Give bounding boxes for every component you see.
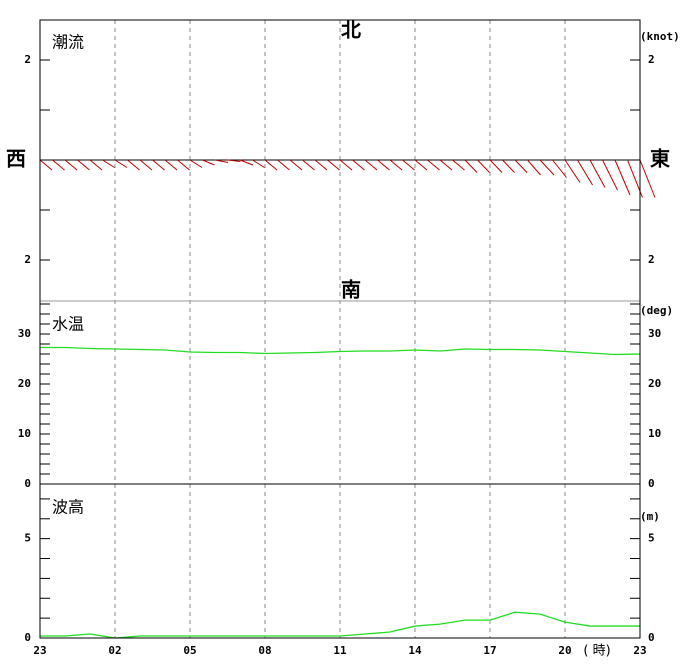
direction-south: 南 (341, 278, 361, 302)
current-vector (239, 159, 254, 166)
plot-frame (39, 19, 641, 639)
current-vector (577, 159, 593, 186)
current-vector (264, 159, 278, 171)
current-vector (427, 159, 440, 171)
x-tick-label: 11 (333, 644, 347, 657)
current-vector (364, 159, 378, 171)
panel-title: 水温 (52, 315, 84, 334)
current-vector (352, 159, 365, 171)
y-tick-label: 5 (648, 532, 655, 545)
direction-east: 東 (650, 147, 670, 171)
current-vector (564, 159, 581, 183)
y-tick-label: 20 (648, 377, 661, 390)
current-vector (289, 159, 303, 171)
x-tick-label: 17 (483, 644, 496, 657)
current-vector (214, 159, 229, 163)
current-vector (127, 159, 140, 171)
y-tick-label: 0 (24, 477, 31, 490)
panel-title: 波高 (52, 498, 84, 517)
unit-label: (knot) (640, 30, 680, 43)
current-vector (114, 159, 128, 168)
current-vector (489, 159, 503, 173)
y-tick-label: 20 (18, 377, 31, 390)
current-vector (514, 159, 528, 173)
current-vector (52, 159, 65, 171)
current-vector (527, 159, 541, 176)
current-vector (39, 159, 53, 171)
data-line (40, 346, 641, 356)
current-vector (189, 159, 203, 168)
x-tick-label: 02 (108, 644, 121, 657)
y-tick-label: 2 (648, 53, 655, 66)
x-tick-label: 23 (633, 644, 646, 657)
current-vector (602, 159, 618, 191)
current-vector (402, 159, 415, 171)
x-tick-label: 20 (558, 644, 571, 657)
panel-title: 潮流 (52, 33, 84, 52)
current-vector (202, 159, 215, 166)
y-tick-label: 2 (24, 53, 31, 66)
current-vector (327, 159, 340, 171)
current-vector (539, 159, 555, 176)
x-tick-label: 23 (33, 644, 46, 657)
y-tick-label: 10 (648, 427, 661, 440)
current-vector (227, 159, 241, 162)
y-tick-label: 10 (18, 427, 31, 440)
current-vector (464, 159, 478, 173)
current-vector (589, 159, 606, 188)
current-vector (477, 159, 490, 173)
current-vector (502, 159, 515, 173)
y-tick-label: 0 (24, 631, 31, 644)
y-tick-label: 0 (648, 477, 655, 490)
current-vector (152, 159, 165, 171)
current-vector (439, 159, 453, 171)
x-tick-label: 14 (408, 644, 422, 657)
y-tick-label: 2 (24, 253, 31, 266)
y-tick-label: 5 (24, 532, 31, 545)
current-vector (139, 159, 153, 171)
current-vector (639, 159, 656, 198)
current-vector (177, 159, 190, 171)
x-tick-label: 08 (258, 644, 271, 657)
x-tick-label: 05 (183, 644, 196, 657)
current-vector (64, 159, 78, 171)
unit-label: (m) (640, 510, 660, 523)
y-tick-label: 30 (648, 327, 661, 340)
current-vector (77, 159, 90, 171)
current-vector (552, 159, 567, 178)
current-vector (89, 159, 103, 171)
current-vector (414, 159, 428, 171)
current-vector (277, 159, 290, 171)
current-vector (164, 159, 178, 171)
current-vector (302, 159, 315, 171)
current-vector (339, 159, 353, 171)
current-vector (102, 159, 115, 168)
x-axis-label: ( 時) (583, 644, 610, 659)
direction-north: 北 (341, 18, 361, 42)
current-vector (252, 159, 265, 168)
data-line (40, 611, 640, 639)
current-vector (377, 159, 390, 171)
current-vector (614, 159, 631, 196)
y-tick-label: 2 (648, 253, 655, 266)
unit-label: (deg) (640, 304, 673, 317)
direction-west: 西 (6, 147, 26, 171)
current-vector (452, 159, 465, 171)
current-vector (314, 159, 328, 171)
y-tick-label: 30 (18, 327, 31, 340)
current-vector (389, 159, 403, 171)
y-tick-label: 0 (648, 631, 655, 644)
